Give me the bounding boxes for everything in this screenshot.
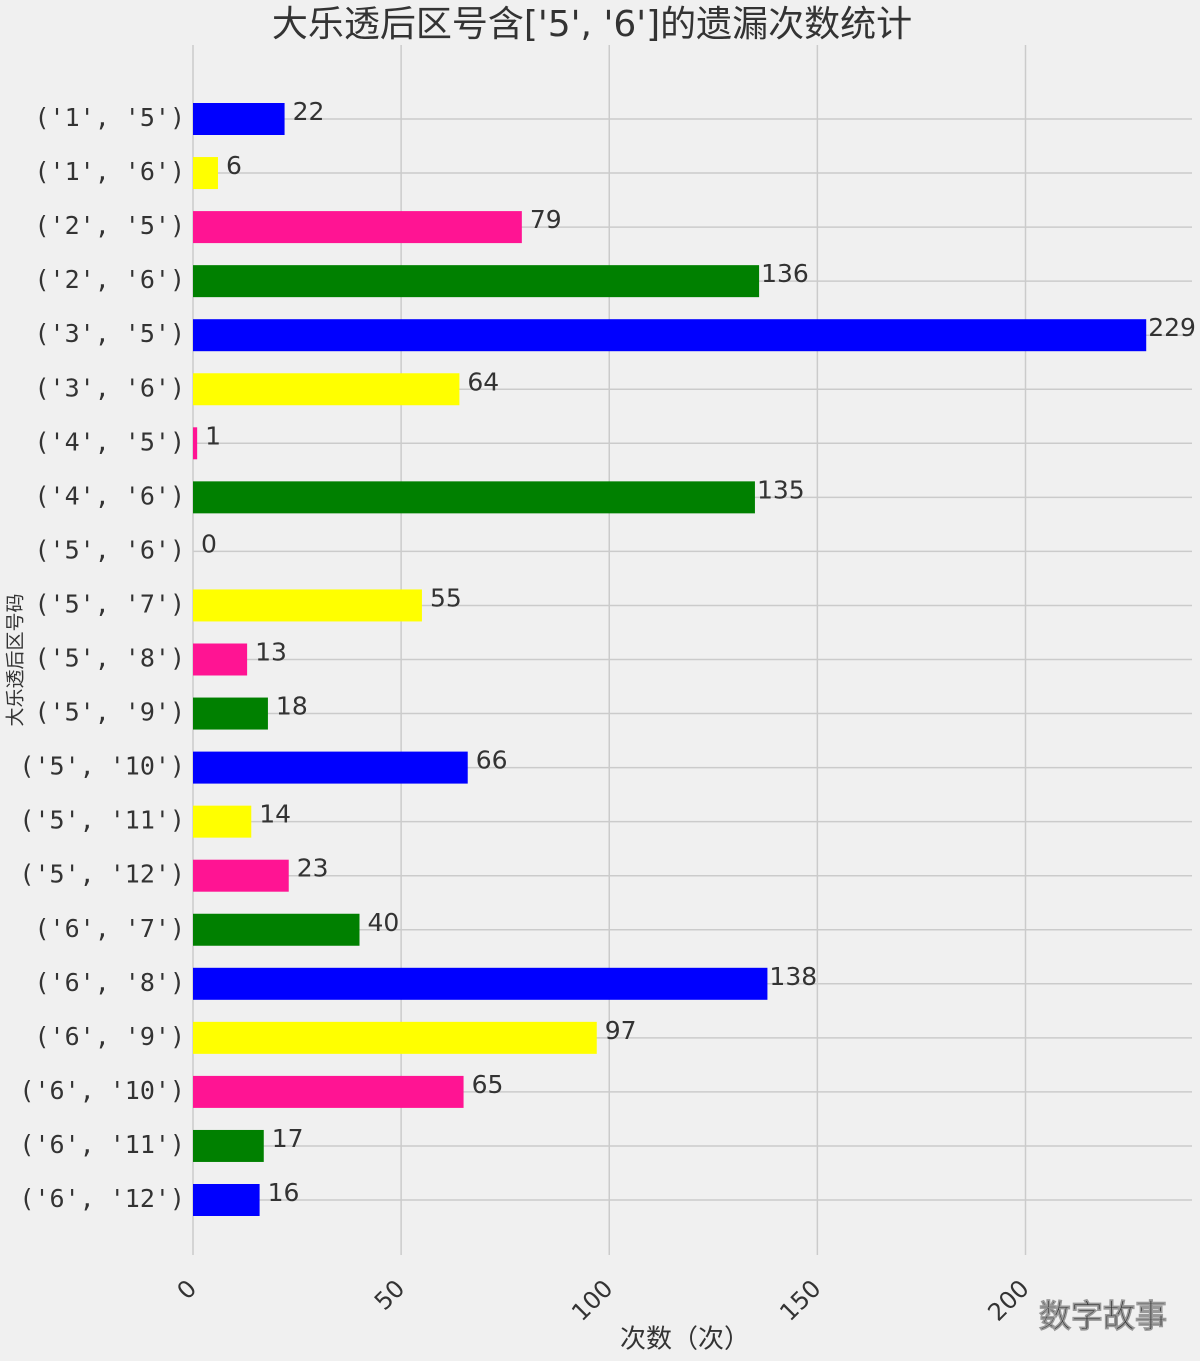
bar (193, 967, 768, 1000)
bar (193, 157, 218, 190)
value-label: 13 (255, 638, 287, 667)
y-tick-label: ('6', '12') (19, 1184, 185, 1213)
bar (193, 751, 468, 784)
value-label: 66 (476, 746, 508, 775)
y-tick-label: ('5', '9') (34, 698, 185, 727)
bar (193, 913, 360, 946)
y-tick-label: ('5', '11') (19, 806, 185, 835)
value-label: 6 (226, 151, 242, 180)
value-label: 55 (430, 583, 462, 612)
bar (193, 643, 248, 676)
bar (193, 427, 198, 460)
bar (193, 697, 268, 730)
bar (193, 1021, 597, 1054)
y-tick-label: ('6', '8') (34, 968, 185, 997)
y-tick-label: ('6', '9') (34, 1022, 185, 1051)
y-tick-label: ('5', '7') (34, 589, 185, 618)
y-tick-label: ('5', '12') (19, 860, 185, 889)
bar (193, 859, 289, 892)
value-label: 17 (272, 1124, 304, 1153)
bar (193, 265, 760, 298)
chart-title: 大乐透后区号含['5', '6']的遗漏次数统计 (272, 4, 912, 45)
value-label: 64 (467, 367, 499, 396)
value-label: 138 (769, 962, 817, 991)
y-tick-label: ('4', '6') (34, 481, 185, 510)
value-label: 40 (368, 908, 400, 937)
y-tick-label: ('2', '6') (34, 265, 185, 294)
y-tick-label: ('1', '5') (34, 103, 185, 132)
bar (193, 481, 755, 514)
bar (193, 373, 460, 406)
bar (193, 1184, 260, 1216)
y-tick-label: ('1', '6') (34, 157, 185, 186)
y-tick-label: ('2', '5') (34, 211, 185, 240)
value-label: 0 (201, 529, 217, 558)
value-label: 22 (293, 97, 325, 126)
value-label: 18 (276, 692, 308, 721)
y-tick-label: ('6', '11') (19, 1130, 185, 1159)
value-label: 16 (268, 1178, 300, 1207)
bar (193, 589, 422, 622)
y-tick-label: ('6', '7') (34, 914, 185, 943)
bar (193, 103, 285, 135)
value-label: 136 (761, 259, 809, 288)
y-tick-label: ('5', '8') (34, 644, 185, 673)
bar (193, 1129, 264, 1162)
value-label: 14 (259, 800, 291, 829)
bar (193, 319, 1147, 352)
y-tick-label: ('6', '10') (19, 1076, 185, 1105)
value-label: 79 (530, 205, 562, 234)
bar (193, 805, 252, 838)
value-label: 1 (205, 421, 221, 450)
y-tick-label: ('4', '5') (34, 427, 185, 456)
value-label: 23 (297, 854, 329, 883)
watermark: 数字故事 (1039, 1297, 1167, 1335)
y-tick-label: ('5', '10') (19, 752, 185, 781)
value-label: 97 (605, 1016, 637, 1045)
value-label: 229 (1148, 313, 1196, 342)
bar (193, 211, 522, 244)
y-axis-label: 大乐透后区号码 (5, 593, 27, 726)
value-label: 65 (472, 1070, 504, 1099)
y-tick-label: ('3', '5') (34, 319, 185, 348)
y-tick-label: ('3', '6') (34, 373, 185, 402)
bar (193, 1075, 464, 1108)
x-axis-label: 次数（次） (620, 1325, 750, 1355)
y-tick-label: ('5', '6') (34, 535, 185, 564)
value-label: 135 (757, 475, 805, 504)
